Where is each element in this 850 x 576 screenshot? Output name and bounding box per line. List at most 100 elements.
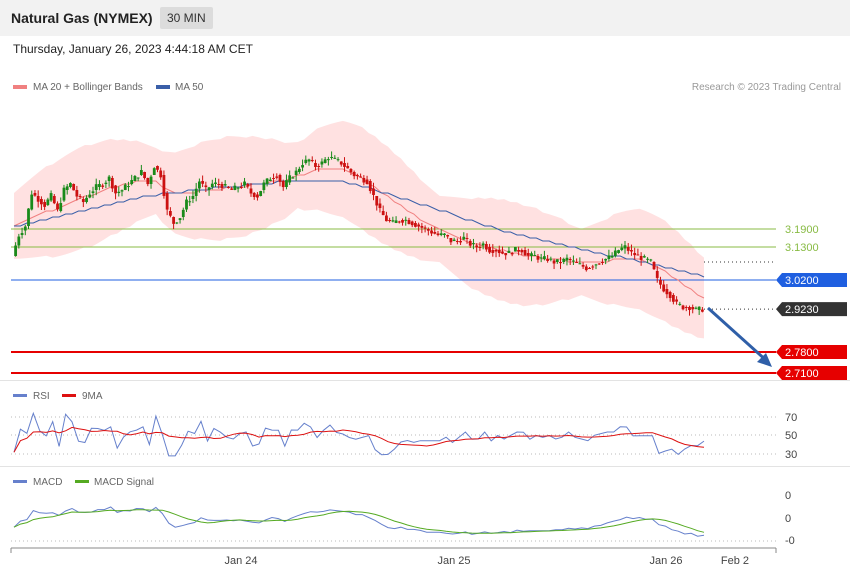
macd-pane-divider <box>0 466 850 467</box>
candle <box>94 178 98 196</box>
candle-body <box>372 188 375 195</box>
candle <box>694 306 698 310</box>
candle-body <box>597 263 601 265</box>
chart-header: Natural Gas (NYMEX) 30 MIN <box>0 0 850 36</box>
candle-body <box>671 295 675 302</box>
candle-body <box>381 211 385 216</box>
candle-body <box>307 159 311 162</box>
candle <box>536 254 540 263</box>
candle <box>172 216 176 230</box>
candle-body <box>214 182 217 184</box>
candle <box>323 157 327 164</box>
candle-body <box>700 309 704 312</box>
candle <box>117 186 121 197</box>
ma20-legend-swatch <box>13 85 27 89</box>
candle-body <box>59 203 63 211</box>
candle <box>207 186 211 196</box>
candle <box>56 201 59 212</box>
candle-body <box>410 221 414 226</box>
candle <box>46 197 50 207</box>
candle <box>533 250 537 257</box>
candle <box>465 233 469 244</box>
candle-body <box>168 211 172 216</box>
candle <box>452 237 456 242</box>
candle-body <box>17 236 21 246</box>
candle-body <box>681 305 685 310</box>
candle-body <box>449 238 453 243</box>
candle <box>462 232 466 241</box>
candle <box>601 258 604 265</box>
candle-body <box>136 177 140 179</box>
candle-body <box>252 193 256 197</box>
candle-body <box>565 257 569 261</box>
candle <box>214 177 217 188</box>
candle <box>107 174 111 187</box>
candle <box>98 180 101 191</box>
candle <box>281 179 285 191</box>
candle-body <box>278 175 282 182</box>
candle <box>326 156 330 166</box>
candle <box>85 195 88 204</box>
x-tick-label: Jan 25 <box>437 555 470 567</box>
candle <box>591 264 595 270</box>
candle-body <box>375 196 379 206</box>
candle <box>681 304 685 311</box>
candle-body <box>636 254 640 256</box>
macd-signal-legend-label: MACD Signal <box>94 477 154 488</box>
candle <box>14 242 18 257</box>
candle <box>385 211 388 222</box>
candle-body <box>355 175 359 177</box>
candle <box>617 249 620 254</box>
candle-body <box>584 266 588 271</box>
candle-body <box>430 230 433 234</box>
candle-body <box>559 262 562 264</box>
candle-body <box>404 219 408 221</box>
candle <box>62 184 66 202</box>
candle-body <box>326 159 330 161</box>
candle <box>49 190 53 202</box>
candle <box>607 249 611 262</box>
candle-body <box>178 218 182 220</box>
candle <box>265 177 269 187</box>
candle <box>513 246 517 252</box>
candle-body <box>246 184 250 187</box>
macd-legend-swatch <box>13 480 27 483</box>
candle-body <box>130 180 134 184</box>
rsi-tick-70: 70 <box>785 412 797 424</box>
candle <box>27 208 30 229</box>
candle <box>659 276 662 289</box>
candle <box>69 182 72 189</box>
candle <box>507 246 511 254</box>
candle <box>613 247 617 258</box>
candle-body <box>249 188 253 194</box>
candle-body <box>40 199 43 205</box>
candle-body <box>317 166 321 167</box>
candle <box>123 183 127 191</box>
candle <box>552 258 556 270</box>
candle <box>101 183 105 190</box>
candle-body <box>27 208 30 226</box>
rsi-legend-label: RSI <box>33 391 50 402</box>
candle-body <box>133 176 137 181</box>
rsi-tick-50: 50 <box>785 430 797 442</box>
candle-body <box>491 250 495 253</box>
candle-body <box>562 258 566 262</box>
candle <box>130 174 134 186</box>
candle <box>691 304 695 314</box>
candle-body <box>513 247 517 252</box>
rsi-tick-30: 30 <box>785 449 797 461</box>
candle-body <box>117 191 121 193</box>
candle-body <box>165 193 169 210</box>
forecast-arrow <box>706 306 770 364</box>
candle <box>455 238 459 245</box>
candle-body <box>610 255 614 258</box>
candle <box>375 195 379 211</box>
timeframe-button[interactable]: 30 MIN <box>160 7 213 29</box>
candle-body <box>462 236 466 240</box>
candle <box>401 218 404 226</box>
candle <box>652 261 656 270</box>
candle-body <box>333 157 337 159</box>
candle <box>642 254 646 258</box>
candle <box>678 301 682 306</box>
instrument-title: Natural Gas (NYMEX) <box>11 10 153 26</box>
